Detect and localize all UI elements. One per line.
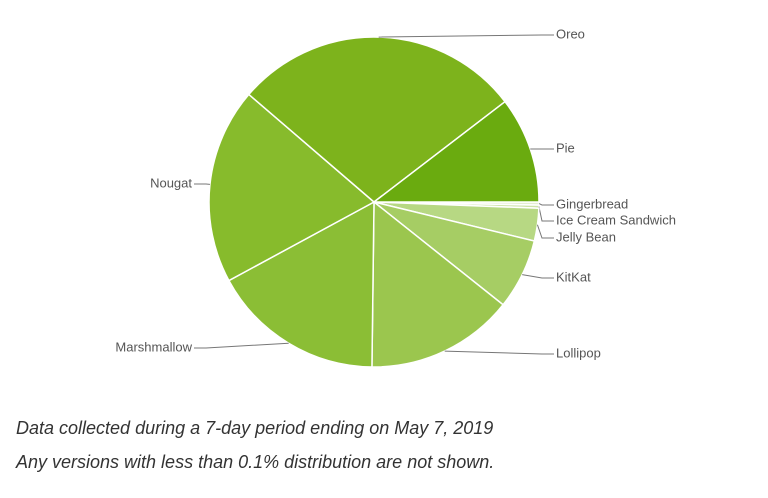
leader-line [522, 274, 554, 279]
leader-line [444, 350, 554, 355]
pie-slice [247, 36, 507, 203]
slice-label: Marshmallow [115, 339, 192, 354]
pie-slice [208, 93, 376, 282]
slice-label: Gingerbread [556, 196, 628, 211]
leader-line [538, 206, 554, 222]
slice-label: Oreo [556, 26, 585, 41]
pie-slice [227, 200, 375, 368]
caption-line: Any versions with less than 0.1% distrib… [16, 452, 495, 472]
leader-line [378, 34, 554, 38]
leader-line [538, 203, 554, 206]
slice-label: KitKat [556, 269, 591, 284]
leader-line [194, 342, 289, 349]
slice-label: Lollipop [556, 345, 601, 360]
pie-slice [371, 200, 505, 368]
slice-label: Ice Cream Sandwich [556, 212, 676, 227]
slice-label: Nougat [150, 175, 192, 190]
slice-label: Jelly Bean [556, 229, 616, 244]
pie-slice [371, 100, 540, 203]
slice-label: Pie [556, 140, 575, 155]
caption-line: Data collected during a 7-day period end… [16, 418, 494, 438]
leader-line [536, 224, 554, 239]
